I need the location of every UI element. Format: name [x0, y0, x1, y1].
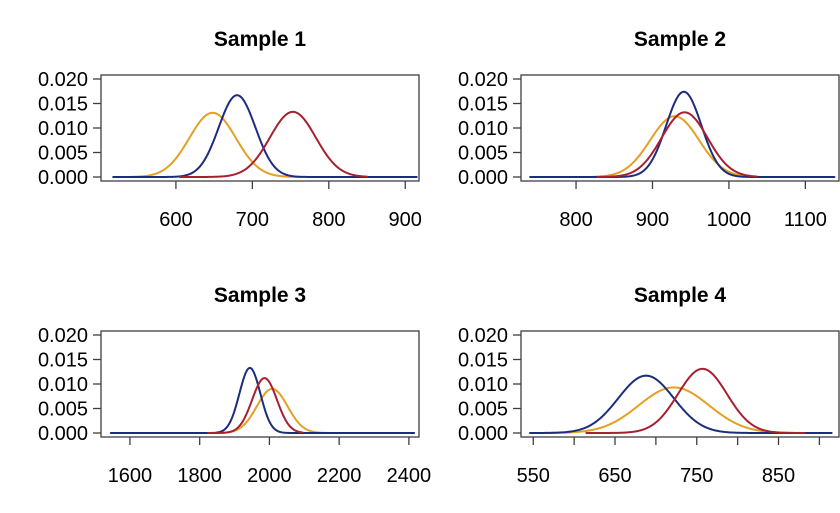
y-tick-label: 0.005: [458, 143, 508, 165]
density-curve-navy: [528, 374, 833, 434]
y-tick-label: 0.010: [458, 118, 508, 140]
density-curve-orange: [592, 115, 761, 178]
density-curve-orange: [540, 386, 811, 434]
density-curve-red: [178, 110, 369, 178]
x-tick-label: 650: [598, 465, 631, 487]
x-tick-label: 900: [389, 209, 422, 231]
panel-title-sample-1: Sample 1: [213, 28, 307, 51]
x-tick-label: 2000: [247, 465, 292, 487]
plot-box: [100, 74, 420, 182]
density-curve-red: [585, 367, 806, 434]
y-tick-label: 0.020: [458, 325, 508, 347]
plot-box: [100, 330, 420, 438]
plot-box: [520, 330, 840, 438]
y-tick-label: 0.020: [38, 69, 88, 91]
x-tick-label: 550: [517, 465, 550, 487]
y-tick-label: 0.010: [458, 374, 508, 396]
y-tick-label: 0.015: [458, 350, 508, 372]
density-curve-orange: [211, 387, 328, 434]
panel-sample-2: Sample 2 0.000 0.005 0.010 0.015 0.020 800 900…: [420, 0, 840, 256]
x-tick-label: 850: [762, 465, 795, 487]
y-tick-label: 0.005: [458, 399, 508, 421]
y-tick-label: 0.000: [38, 423, 88, 445]
density-curve-navy: [109, 366, 416, 434]
x-tick-label: 1600: [108, 465, 153, 487]
y-tick-label: 0.000: [458, 167, 508, 189]
y-tick-label: 0.020: [458, 69, 508, 91]
x-tick-label: 1800: [177, 465, 222, 487]
y-tick-label: 0.015: [458, 94, 508, 116]
density-curve-orange: [131, 111, 301, 178]
density-curve-red: [596, 111, 758, 178]
x-tick-label: 600: [159, 209, 192, 231]
y-tick-label: 0.015: [38, 350, 88, 372]
panel-title-sample-2: Sample 2: [633, 28, 727, 51]
y-tick-label: 0.020: [38, 325, 88, 347]
panel-sample-4: Sample 4 0.000 0.005 0.010 0.015 0.020 550 650…: [420, 256, 840, 513]
density-curve-navy: [112, 94, 418, 178]
x-tick-label: 800: [559, 209, 592, 231]
y-tick-label: 0.000: [38, 167, 88, 189]
panel-sample-1: Sample 1 0.000 0.005 0.010 0.015 0.020 600 700…: [0, 0, 422, 256]
density-curve-red: [207, 377, 304, 434]
y-tick-label: 0.010: [38, 118, 88, 140]
y-tick-label: 0.000: [458, 423, 508, 445]
panel-sample-3: Sample 3 0.000 0.005 0.010 0.015 0.020 1600 18…: [0, 256, 431, 513]
y-tick-label: 0.010: [38, 374, 88, 396]
x-tick-label: 2200: [317, 465, 362, 487]
x-tick-label: 800: [312, 209, 345, 231]
x-tick-label: 700: [236, 209, 269, 231]
plot-box: [520, 74, 840, 182]
y-tick-label: 0.005: [38, 143, 88, 165]
panel-title-sample-3: Sample 3: [213, 284, 307, 307]
density-curve-navy: [529, 90, 836, 178]
panel-title-sample-4: Sample 4: [633, 284, 727, 307]
y-tick-label: 0.005: [38, 399, 88, 421]
x-tick-label: 900: [636, 209, 669, 231]
x-tick-label: 750: [680, 465, 713, 487]
x-tick-label: 1100: [784, 209, 827, 231]
y-tick-label: 0.015: [38, 94, 88, 116]
x-tick-label: 2400: [387, 465, 432, 487]
x-tick-label: 1000: [707, 209, 752, 231]
